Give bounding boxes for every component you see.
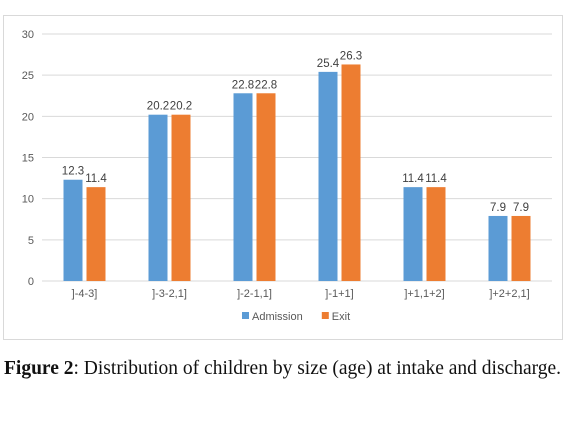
y-tick-label: 20: [22, 111, 34, 123]
data-label-admission: 25.4: [317, 58, 340, 70]
bar-admission: [318, 71, 338, 281]
bar-exit: [86, 187, 106, 281]
bar-exit: [341, 64, 361, 281]
bar-exit: [511, 215, 531, 281]
data-label-exit: 11.4: [85, 173, 107, 185]
data-label-admission: 22.8: [232, 79, 254, 91]
x-tick-label: ]-2-1,1]: [237, 288, 272, 300]
bar-admission: [63, 179, 83, 281]
data-label-exit: 26.3: [340, 50, 362, 62]
bar-admission: [148, 114, 168, 281]
x-tick-label: ]-3-2,1]: [152, 288, 187, 300]
bar-exit: [171, 114, 191, 281]
y-tick-label: 25: [22, 70, 34, 82]
x-tick-label: ]-4-3]: [72, 288, 98, 300]
y-tick-label: 30: [22, 29, 34, 41]
legend-swatch-admission: [242, 312, 249, 319]
caption-text: : Distribution of children by size (age)…: [73, 358, 562, 379]
bar-admission: [488, 215, 508, 281]
data-label-exit: 20.2: [170, 101, 192, 113]
data-label-admission: 11.4: [402, 173, 424, 185]
data-label-admission: 12.3: [62, 166, 84, 178]
data-label-exit: 22.8: [255, 79, 277, 91]
y-tick-label: 15: [22, 153, 34, 165]
bar-exit: [426, 187, 446, 281]
x-tick-label: ]+2+2,1]: [489, 288, 529, 300]
figure-caption: Figure 2: Distribution of children by si…: [4, 356, 564, 382]
legend-label-admission: Admission: [252, 311, 303, 323]
caption-label: Figure 2: [4, 358, 74, 379]
data-label-exit: 11.4: [425, 173, 447, 185]
legend-label-exit: Exit: [332, 311, 350, 323]
y-tick-label: 5: [28, 235, 34, 247]
x-tick-label: ]-1+1]: [325, 288, 353, 300]
data-label-admission: 20.2: [147, 101, 169, 113]
data-label-admission: 7.9: [490, 202, 506, 214]
bar-exit: [256, 93, 276, 281]
x-tick-label: ]+1,1+2]: [404, 288, 444, 300]
bar-admission: [233, 93, 253, 281]
bar-admission: [403, 187, 423, 281]
legend-swatch-exit: [321, 312, 329, 319]
y-tick-label: 0: [28, 276, 34, 288]
chart-frame: 0 5 10 15 20 25 30 12.3 11.4]-4-3] 20.2 20.2]-3-2,…: [3, 15, 563, 340]
data-label-exit: 7.9: [513, 202, 529, 214]
y-tick-label: 10: [22, 194, 34, 206]
